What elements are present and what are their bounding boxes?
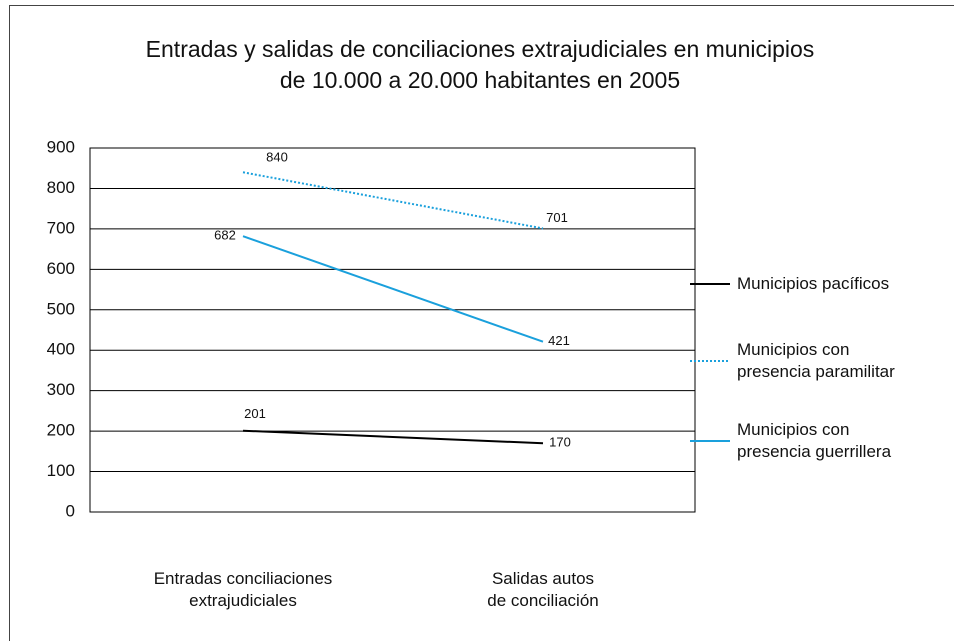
data-label: 170 — [549, 435, 571, 450]
data-label: 421 — [548, 333, 570, 348]
legend-label: Municipios pacíficos — [737, 274, 890, 293]
chart-title: Entradas y salidas de conciliaciones ext… — [145, 36, 815, 93]
y-tick-label: 900 — [47, 137, 75, 156]
y-tick-label: 700 — [47, 218, 75, 237]
line — [242, 429, 544, 445]
y-tick-label: 500 — [47, 299, 75, 318]
data-label: 701 — [546, 210, 568, 225]
legend-label: Municipios con presencia paramilitar — [737, 340, 895, 381]
legend-label: Municipios con presencia guerrillera — [737, 420, 892, 461]
y-tick-label: 800 — [47, 178, 75, 197]
y-tick-label: 0 — [66, 501, 75, 520]
data-label: 682 — [214, 228, 236, 243]
data-label: 201 — [244, 406, 266, 421]
x-tick-label: Salidas autos de conciliación — [487, 569, 599, 611]
x-tick-label: Entradas conciliaciones extrajudiciales — [153, 569, 333, 611]
line — [242, 235, 544, 343]
y-tick-label: 300 — [47, 380, 75, 399]
y-tick-label: 600 — [47, 259, 75, 278]
plot-area — [89, 147, 696, 513]
line — [242, 171, 544, 230]
y-tick-label: 100 — [47, 461, 75, 480]
data-label: 840 — [266, 150, 288, 165]
y-tick-label: 400 — [47, 340, 75, 359]
y-tick-label: 200 — [47, 421, 75, 440]
frame — [9, 5, 954, 641]
